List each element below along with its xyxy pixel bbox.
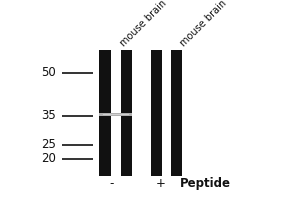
Bar [151,50,162,176]
Bar [121,50,132,176]
Text: Peptide: Peptide [179,177,230,190]
Text: 20: 20 [41,152,56,165]
Text: 35: 35 [41,109,56,122]
Text: mouse brain: mouse brain [178,0,229,49]
Bar [171,50,182,176]
Text: 25: 25 [41,138,56,151]
Text: +: + [155,177,165,190]
Text: 50: 50 [41,66,56,79]
Bar [98,50,111,176]
Bar [103,114,129,115]
Text: mouse brain: mouse brain [118,0,168,49]
Bar [98,113,132,116]
Bar [91,50,194,176]
Text: -: - [110,177,114,190]
